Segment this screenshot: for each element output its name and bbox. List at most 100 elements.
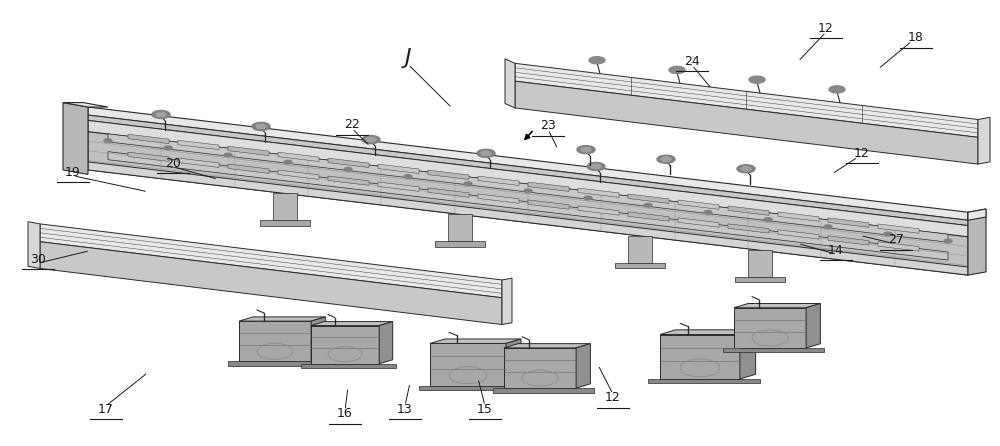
Polygon shape bbox=[108, 152, 948, 260]
Circle shape bbox=[704, 211, 712, 214]
Circle shape bbox=[661, 157, 671, 161]
Circle shape bbox=[589, 57, 605, 64]
Polygon shape bbox=[968, 209, 986, 275]
Polygon shape bbox=[528, 200, 569, 209]
Circle shape bbox=[657, 155, 675, 163]
Polygon shape bbox=[502, 278, 512, 325]
Polygon shape bbox=[88, 120, 968, 237]
Polygon shape bbox=[63, 103, 108, 107]
Polygon shape bbox=[28, 222, 40, 268]
Polygon shape bbox=[378, 164, 419, 173]
Text: 20: 20 bbox=[165, 157, 181, 170]
Circle shape bbox=[366, 137, 376, 142]
Circle shape bbox=[737, 165, 755, 173]
Polygon shape bbox=[628, 236, 652, 263]
Polygon shape bbox=[108, 134, 948, 242]
Text: J: J bbox=[405, 48, 411, 68]
Polygon shape bbox=[504, 348, 576, 388]
Polygon shape bbox=[88, 107, 968, 220]
Polygon shape bbox=[428, 170, 469, 179]
Polygon shape bbox=[806, 303, 820, 348]
Text: 17: 17 bbox=[98, 403, 114, 416]
Polygon shape bbox=[311, 317, 325, 361]
Polygon shape bbox=[968, 209, 986, 220]
Polygon shape bbox=[506, 339, 521, 386]
Polygon shape bbox=[478, 176, 519, 186]
Polygon shape bbox=[660, 330, 756, 334]
Polygon shape bbox=[379, 322, 393, 364]
Polygon shape bbox=[239, 321, 311, 361]
Polygon shape bbox=[748, 250, 772, 277]
Polygon shape bbox=[478, 194, 519, 203]
Polygon shape bbox=[178, 158, 219, 167]
Polygon shape bbox=[734, 308, 806, 348]
Polygon shape bbox=[515, 63, 978, 137]
Circle shape bbox=[152, 111, 170, 119]
Text: 12: 12 bbox=[605, 391, 621, 405]
Polygon shape bbox=[878, 242, 919, 251]
Text: 23: 23 bbox=[540, 119, 556, 132]
Text: 30: 30 bbox=[30, 253, 46, 266]
Polygon shape bbox=[740, 330, 756, 379]
Circle shape bbox=[256, 124, 266, 128]
Circle shape bbox=[164, 146, 172, 149]
Text: 15: 15 bbox=[477, 403, 493, 416]
Circle shape bbox=[749, 76, 765, 83]
Polygon shape bbox=[648, 379, 760, 384]
Circle shape bbox=[884, 232, 892, 235]
Circle shape bbox=[224, 153, 232, 157]
Polygon shape bbox=[505, 59, 515, 108]
Polygon shape bbox=[728, 206, 769, 215]
Polygon shape bbox=[311, 322, 393, 326]
Polygon shape bbox=[278, 152, 319, 161]
Polygon shape bbox=[435, 241, 485, 247]
Polygon shape bbox=[493, 388, 594, 392]
Polygon shape bbox=[678, 218, 719, 227]
Polygon shape bbox=[448, 215, 472, 241]
Circle shape bbox=[644, 203, 652, 207]
Polygon shape bbox=[723, 348, 824, 352]
Circle shape bbox=[581, 148, 591, 152]
Circle shape bbox=[477, 149, 495, 157]
Text: 12: 12 bbox=[818, 22, 834, 35]
Polygon shape bbox=[615, 263, 665, 268]
Text: 19: 19 bbox=[65, 165, 81, 179]
Text: 24: 24 bbox=[684, 55, 700, 68]
Polygon shape bbox=[88, 162, 968, 275]
Circle shape bbox=[104, 139, 112, 142]
Polygon shape bbox=[378, 182, 419, 191]
Circle shape bbox=[824, 225, 832, 228]
Circle shape bbox=[587, 162, 605, 170]
Circle shape bbox=[829, 86, 845, 93]
Polygon shape bbox=[528, 182, 569, 191]
Polygon shape bbox=[228, 164, 269, 173]
Polygon shape bbox=[88, 132, 968, 275]
Polygon shape bbox=[728, 224, 769, 233]
Polygon shape bbox=[328, 158, 369, 168]
Polygon shape bbox=[504, 343, 590, 348]
Polygon shape bbox=[828, 236, 869, 245]
Polygon shape bbox=[734, 303, 820, 308]
Text: 12: 12 bbox=[854, 147, 870, 160]
Polygon shape bbox=[278, 170, 319, 179]
Polygon shape bbox=[878, 224, 919, 233]
Polygon shape bbox=[778, 230, 819, 239]
Circle shape bbox=[591, 164, 601, 169]
Polygon shape bbox=[260, 220, 310, 226]
Polygon shape bbox=[515, 81, 978, 164]
Circle shape bbox=[481, 151, 491, 156]
Polygon shape bbox=[978, 117, 990, 164]
Polygon shape bbox=[578, 188, 619, 198]
Polygon shape bbox=[273, 194, 297, 220]
Polygon shape bbox=[40, 242, 502, 325]
Circle shape bbox=[404, 175, 412, 178]
Text: 18: 18 bbox=[908, 31, 924, 45]
Circle shape bbox=[362, 136, 380, 144]
Polygon shape bbox=[328, 176, 369, 186]
Polygon shape bbox=[128, 134, 169, 144]
Circle shape bbox=[764, 218, 772, 221]
Polygon shape bbox=[128, 152, 169, 161]
Polygon shape bbox=[628, 212, 669, 221]
Circle shape bbox=[344, 168, 352, 171]
Polygon shape bbox=[178, 140, 219, 149]
